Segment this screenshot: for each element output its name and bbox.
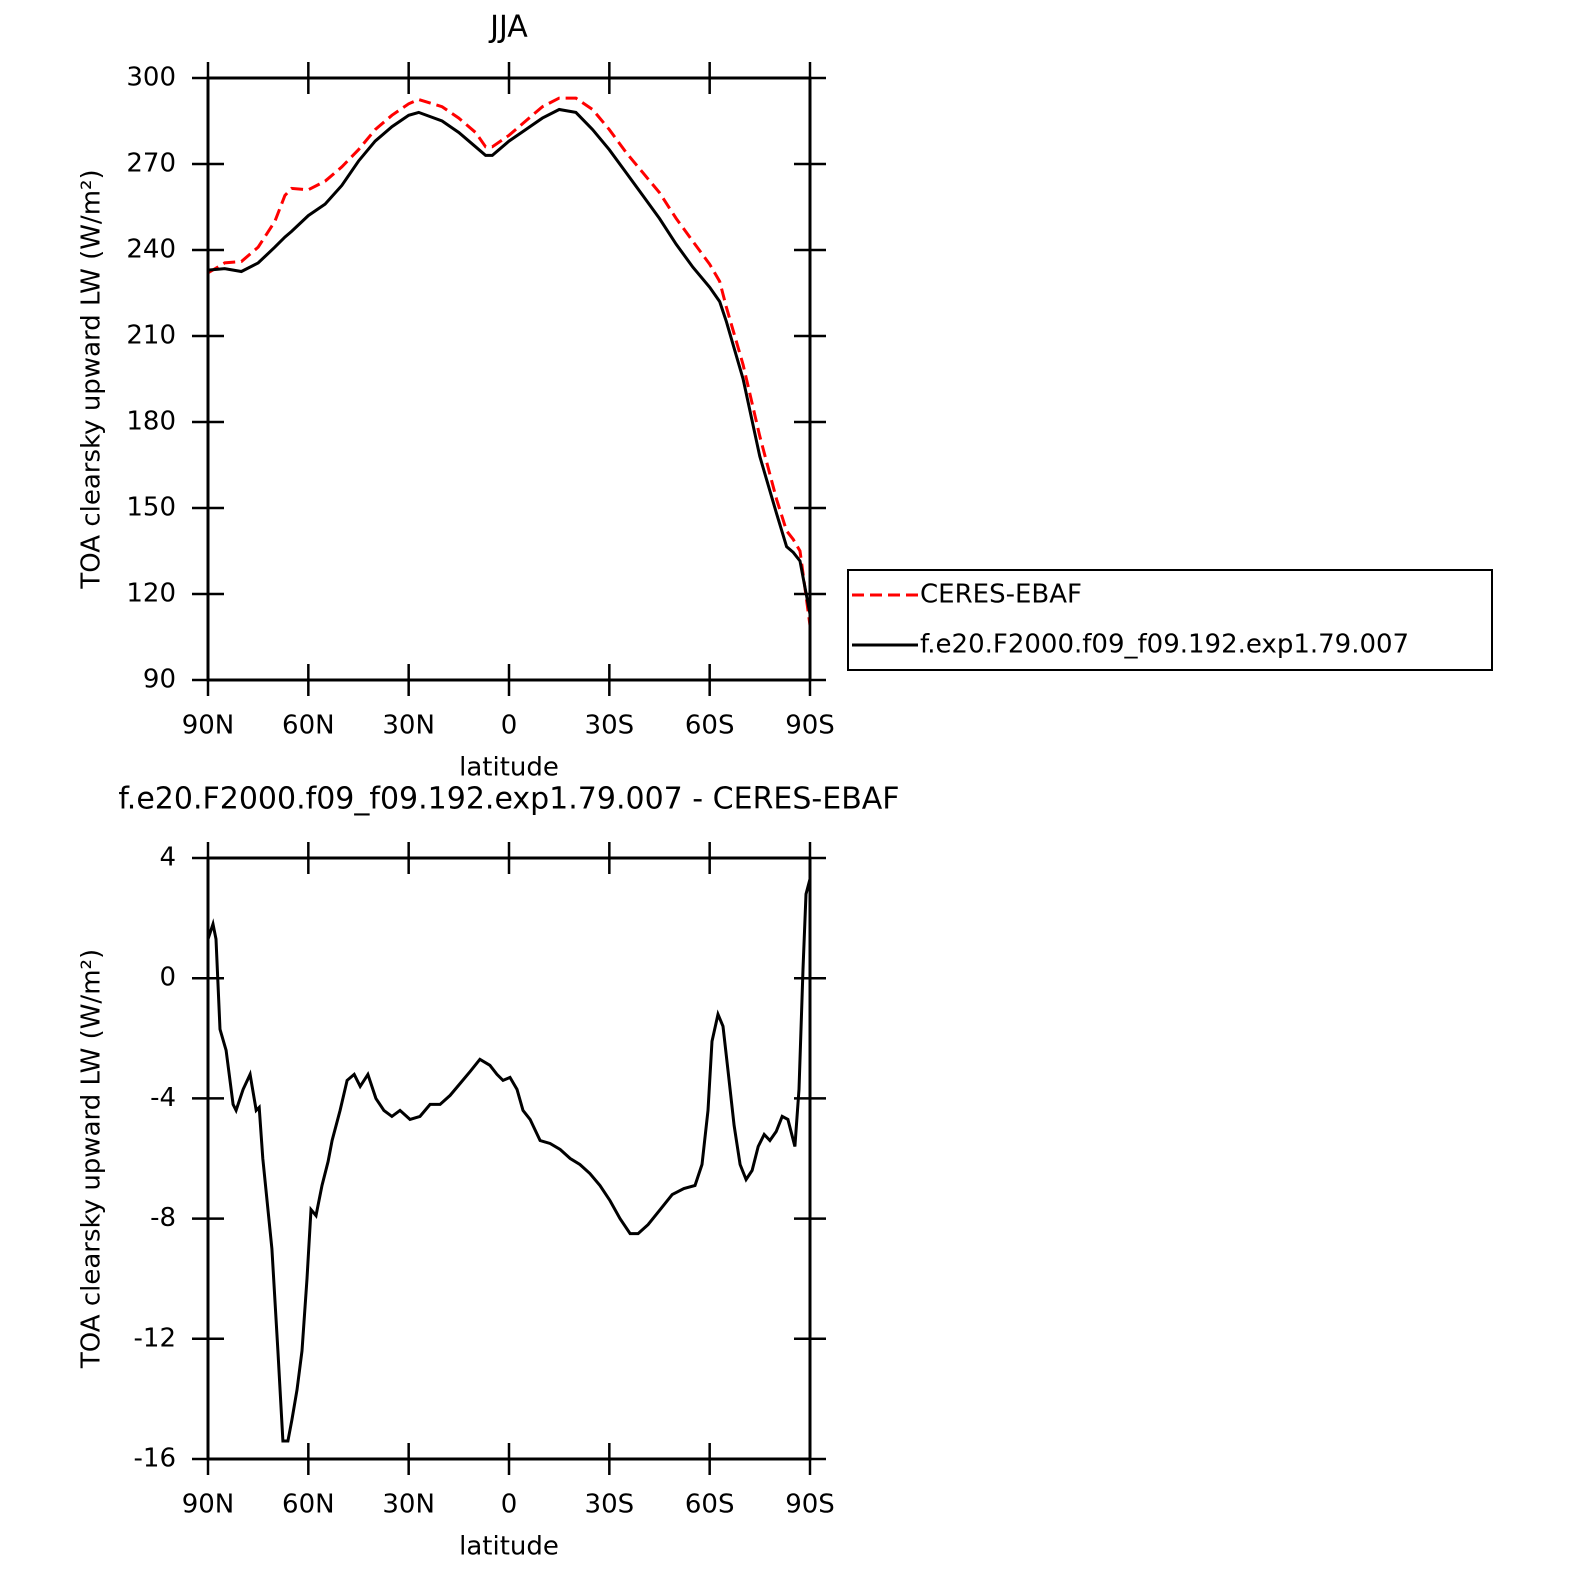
y-tick-label: 180 bbox=[126, 407, 176, 437]
x-tick-label: 30N bbox=[382, 1490, 435, 1520]
x-tick-label: 30S bbox=[585, 711, 635, 741]
x-tick-label: 0 bbox=[501, 1490, 518, 1520]
x-axis-label: latitude bbox=[459, 1532, 559, 1562]
chart-title: f.e20.F2000.f09_f09.192.exp1.79.007 - CE… bbox=[118, 782, 899, 817]
data-line bbox=[206, 878, 812, 1443]
y-tick-label: 300 bbox=[126, 63, 176, 93]
y-tick-label: 270 bbox=[126, 149, 176, 179]
y-tick-label: -4 bbox=[150, 1083, 176, 1113]
y-tick-label: 120 bbox=[126, 579, 176, 609]
data-line bbox=[207, 96, 812, 626]
data-line bbox=[207, 107, 812, 615]
y-tick-label: -12 bbox=[134, 1323, 176, 1353]
legend-label: f.e20.F2000.f09_f09.192.exp1.79.007 bbox=[920, 630, 1409, 660]
y-tick-label: 0 bbox=[159, 963, 176, 993]
x-tick-label: 90N bbox=[182, 1490, 235, 1520]
y-axis-label: TOA clearsky upward LW (W/m²) bbox=[77, 169, 107, 589]
y-axis-label: TOA clearsky upward LW (W/m²) bbox=[77, 949, 107, 1369]
y-tick-label: 240 bbox=[126, 235, 176, 265]
x-tick-label: 90N bbox=[182, 711, 235, 741]
x-tick-label: 60S bbox=[685, 1490, 735, 1520]
x-tick-label: 0 bbox=[501, 711, 518, 741]
x-tick-label: 60N bbox=[282, 711, 335, 741]
x-axis-label: latitude bbox=[459, 753, 559, 783]
x-tick-label: 60S bbox=[685, 711, 735, 741]
plot-frame bbox=[206, 856, 812, 1461]
x-tick-label: 90S bbox=[785, 711, 835, 741]
x-tick-label: 90S bbox=[785, 1490, 835, 1520]
legend-box bbox=[847, 569, 1493, 671]
y-tick-label: 4 bbox=[159, 843, 176, 873]
x-tick-label: 30N bbox=[382, 711, 435, 741]
plot-frame bbox=[206, 76, 812, 682]
legend-label: CERES-EBAF bbox=[920, 580, 1082, 610]
y-tick-label: -16 bbox=[134, 1444, 176, 1474]
y-tick-label: -8 bbox=[150, 1203, 176, 1233]
chart-title: JJA bbox=[488, 10, 528, 45]
x-tick-label: 30S bbox=[585, 1490, 635, 1520]
y-tick-label: 150 bbox=[126, 493, 176, 523]
y-tick-label: 90 bbox=[143, 665, 176, 695]
x-tick-label: 60N bbox=[282, 1490, 335, 1520]
y-tick-label: 210 bbox=[126, 321, 176, 351]
